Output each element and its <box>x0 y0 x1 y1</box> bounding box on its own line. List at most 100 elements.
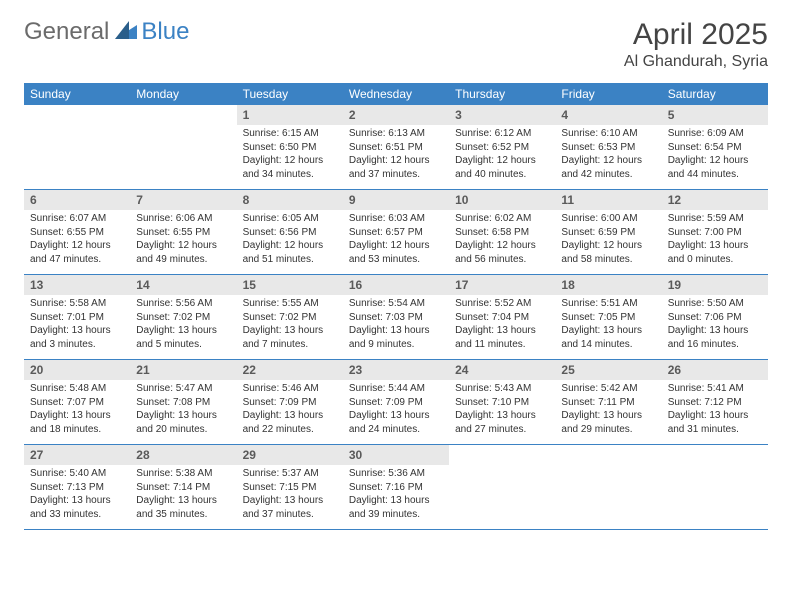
calendar-day-cell: 21Sunrise: 5:47 AMSunset: 7:08 PMDayligh… <box>130 360 236 445</box>
sunset-text: Sunset: 7:02 PM <box>243 311 337 325</box>
day-number: 22 <box>237 360 343 380</box>
sunrise-text: Sunrise: 5:59 AM <box>668 212 762 226</box>
day-body: Sunrise: 5:46 AMSunset: 7:09 PMDaylight:… <box>237 380 343 440</box>
sunset-text: Sunset: 6:58 PM <box>455 226 549 240</box>
calendar-day-cell: 23Sunrise: 5:44 AMSunset: 7:09 PMDayligh… <box>343 360 449 445</box>
sunrise-text: Sunrise: 6:05 AM <box>243 212 337 226</box>
calendar-day-cell: 16Sunrise: 5:54 AMSunset: 7:03 PMDayligh… <box>343 275 449 360</box>
calendar-body: 1Sunrise: 6:15 AMSunset: 6:50 PMDaylight… <box>24 105 768 530</box>
daylight-text: Daylight: 13 hours and 22 minutes. <box>243 409 337 436</box>
day-number: 4 <box>555 105 661 125</box>
day-body: Sunrise: 6:12 AMSunset: 6:52 PMDaylight:… <box>449 125 555 185</box>
calendar-day-cell: 7Sunrise: 6:06 AMSunset: 6:55 PMDaylight… <box>130 190 236 275</box>
sunrise-text: Sunrise: 5:40 AM <box>30 467 124 481</box>
day-number: 9 <box>343 190 449 210</box>
sunset-text: Sunset: 7:06 PM <box>668 311 762 325</box>
daylight-text: Daylight: 13 hours and 39 minutes. <box>349 494 443 521</box>
daylight-text: Daylight: 13 hours and 33 minutes. <box>30 494 124 521</box>
daylight-text: Daylight: 13 hours and 31 minutes. <box>668 409 762 436</box>
weekday-header: Thursday <box>449 83 555 105</box>
day-body: Sunrise: 6:00 AMSunset: 6:59 PMDaylight:… <box>555 210 661 270</box>
calendar-day-cell: 12Sunrise: 5:59 AMSunset: 7:00 PMDayligh… <box>662 190 768 275</box>
calendar-day-cell: 29Sunrise: 5:37 AMSunset: 7:15 PMDayligh… <box>237 445 343 530</box>
calendar-empty-cell <box>130 105 236 190</box>
calendar-day-cell: 22Sunrise: 5:46 AMSunset: 7:09 PMDayligh… <box>237 360 343 445</box>
day-number: 20 <box>24 360 130 380</box>
sunset-text: Sunset: 6:53 PM <box>561 141 655 155</box>
sunrise-text: Sunrise: 5:47 AM <box>136 382 230 396</box>
day-number: 14 <box>130 275 236 295</box>
day-number: 24 <box>449 360 555 380</box>
sunrise-text: Sunrise: 5:52 AM <box>455 297 549 311</box>
daylight-text: Daylight: 12 hours and 42 minutes. <box>561 154 655 181</box>
day-body: Sunrise: 6:15 AMSunset: 6:50 PMDaylight:… <box>237 125 343 185</box>
logo-text-blue: Blue <box>141 18 189 46</box>
daylight-text: Daylight: 13 hours and 14 minutes. <box>561 324 655 351</box>
sunset-text: Sunset: 7:11 PM <box>561 396 655 410</box>
day-body: Sunrise: 5:36 AMSunset: 7:16 PMDaylight:… <box>343 465 449 525</box>
sunset-text: Sunset: 7:01 PM <box>30 311 124 325</box>
sunrise-text: Sunrise: 5:54 AM <box>349 297 443 311</box>
daylight-text: Daylight: 12 hours and 56 minutes. <box>455 239 549 266</box>
day-number: 29 <box>237 445 343 465</box>
daylight-text: Daylight: 12 hours and 58 minutes. <box>561 239 655 266</box>
sunset-text: Sunset: 6:59 PM <box>561 226 655 240</box>
weekday-header: Sunday <box>24 83 130 105</box>
day-body: Sunrise: 5:44 AMSunset: 7:09 PMDaylight:… <box>343 380 449 440</box>
sunrise-text: Sunrise: 5:36 AM <box>349 467 443 481</box>
sunrise-text: Sunrise: 6:15 AM <box>243 127 337 141</box>
calendar-day-cell: 6Sunrise: 6:07 AMSunset: 6:55 PMDaylight… <box>24 190 130 275</box>
daylight-text: Daylight: 13 hours and 0 minutes. <box>668 239 762 266</box>
day-body: Sunrise: 5:37 AMSunset: 7:15 PMDaylight:… <box>237 465 343 525</box>
day-body: Sunrise: 5:50 AMSunset: 7:06 PMDaylight:… <box>662 295 768 355</box>
calendar-empty-cell <box>555 445 661 530</box>
sunset-text: Sunset: 6:50 PM <box>243 141 337 155</box>
day-body: Sunrise: 5:40 AMSunset: 7:13 PMDaylight:… <box>24 465 130 525</box>
sunset-text: Sunset: 7:07 PM <box>30 396 124 410</box>
day-number: 11 <box>555 190 661 210</box>
day-body: Sunrise: 6:05 AMSunset: 6:56 PMDaylight:… <box>237 210 343 270</box>
sunset-text: Sunset: 7:02 PM <box>136 311 230 325</box>
calendar-week-row: 6Sunrise: 6:07 AMSunset: 6:55 PMDaylight… <box>24 190 768 275</box>
sunrise-text: Sunrise: 5:58 AM <box>30 297 124 311</box>
weekday-header: Monday <box>130 83 236 105</box>
sunset-text: Sunset: 7:09 PM <box>349 396 443 410</box>
daylight-text: Daylight: 13 hours and 29 minutes. <box>561 409 655 436</box>
sunrise-text: Sunrise: 6:12 AM <box>455 127 549 141</box>
calendar-day-cell: 10Sunrise: 6:02 AMSunset: 6:58 PMDayligh… <box>449 190 555 275</box>
sunset-text: Sunset: 6:57 PM <box>349 226 443 240</box>
day-number: 23 <box>343 360 449 380</box>
sunrise-text: Sunrise: 6:07 AM <box>30 212 124 226</box>
daylight-text: Daylight: 12 hours and 40 minutes. <box>455 154 549 181</box>
daylight-text: Daylight: 13 hours and 18 minutes. <box>30 409 124 436</box>
sunrise-text: Sunrise: 5:46 AM <box>243 382 337 396</box>
day-number: 17 <box>449 275 555 295</box>
daylight-text: Daylight: 13 hours and 20 minutes. <box>136 409 230 436</box>
day-number: 15 <box>237 275 343 295</box>
daylight-text: Daylight: 12 hours and 47 minutes. <box>30 239 124 266</box>
calendar-week-row: 27Sunrise: 5:40 AMSunset: 7:13 PMDayligh… <box>24 445 768 530</box>
day-body: Sunrise: 5:48 AMSunset: 7:07 PMDaylight:… <box>24 380 130 440</box>
day-body: Sunrise: 6:10 AMSunset: 6:53 PMDaylight:… <box>555 125 661 185</box>
calendar-day-cell: 25Sunrise: 5:42 AMSunset: 7:11 PMDayligh… <box>555 360 661 445</box>
sunset-text: Sunset: 7:03 PM <box>349 311 443 325</box>
daylight-text: Daylight: 13 hours and 24 minutes. <box>349 409 443 436</box>
daylight-text: Daylight: 13 hours and 37 minutes. <box>243 494 337 521</box>
sunrise-text: Sunrise: 5:42 AM <box>561 382 655 396</box>
calendar-day-cell: 24Sunrise: 5:43 AMSunset: 7:10 PMDayligh… <box>449 360 555 445</box>
sunset-text: Sunset: 6:55 PM <box>136 226 230 240</box>
sunset-text: Sunset: 7:14 PM <box>136 481 230 495</box>
day-number: 5 <box>662 105 768 125</box>
sunrise-text: Sunrise: 6:06 AM <box>136 212 230 226</box>
calendar-day-cell: 2Sunrise: 6:13 AMSunset: 6:51 PMDaylight… <box>343 105 449 190</box>
daylight-text: Daylight: 13 hours and 5 minutes. <box>136 324 230 351</box>
day-number: 27 <box>24 445 130 465</box>
sunset-text: Sunset: 6:56 PM <box>243 226 337 240</box>
daylight-text: Daylight: 12 hours and 37 minutes. <box>349 154 443 181</box>
daylight-text: Daylight: 13 hours and 11 minutes. <box>455 324 549 351</box>
daylight-text: Daylight: 13 hours and 27 minutes. <box>455 409 549 436</box>
day-body: Sunrise: 5:38 AMSunset: 7:14 PMDaylight:… <box>130 465 236 525</box>
weekday-header: Wednesday <box>343 83 449 105</box>
sunset-text: Sunset: 7:09 PM <box>243 396 337 410</box>
day-body: Sunrise: 5:41 AMSunset: 7:12 PMDaylight:… <box>662 380 768 440</box>
